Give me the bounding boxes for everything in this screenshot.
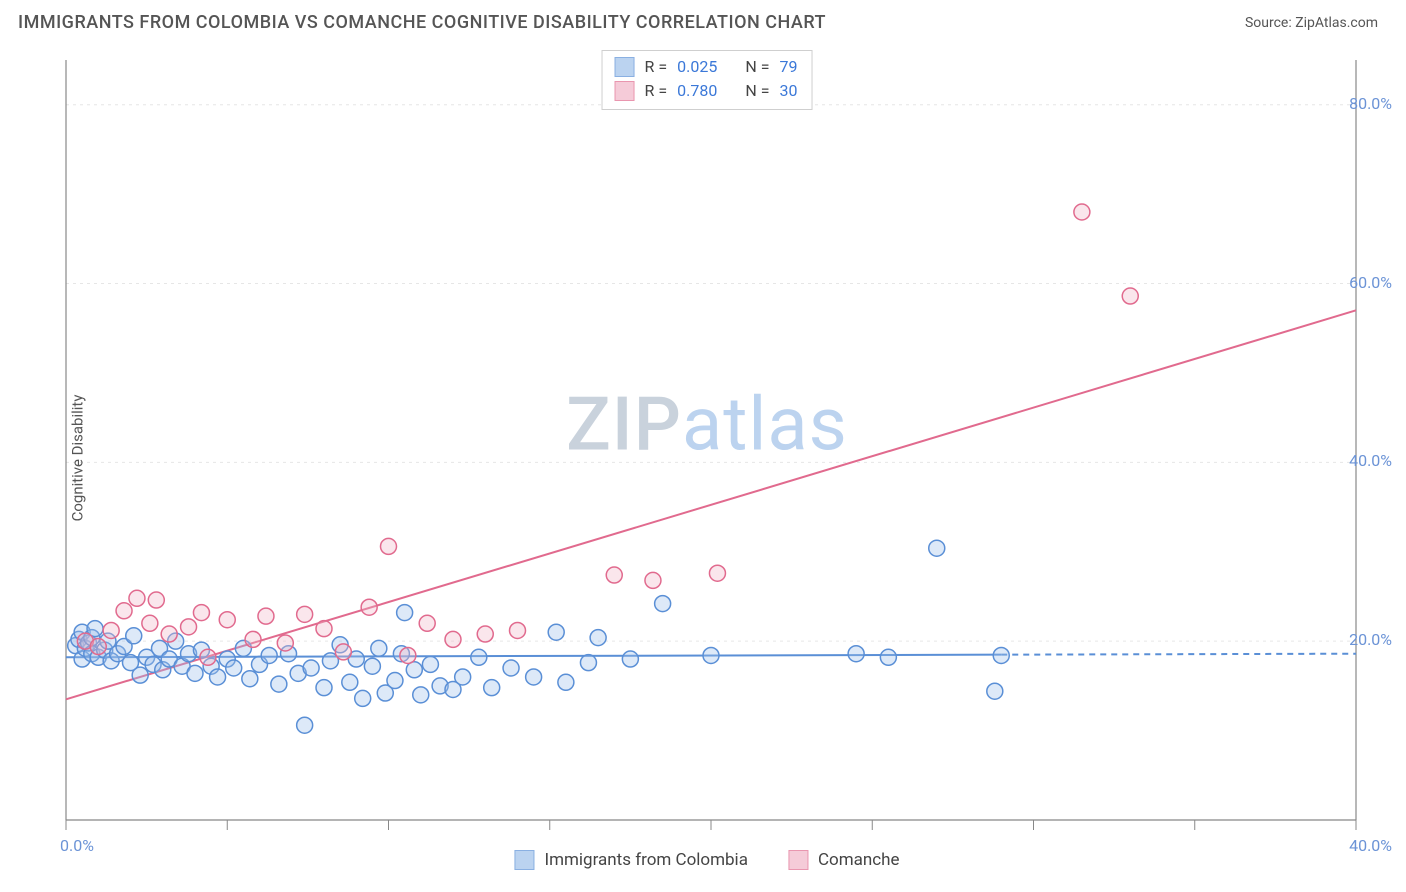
legend-item: Immigrants from Colombia bbox=[514, 850, 748, 870]
y-tick-label: 60.0% bbox=[1349, 273, 1392, 292]
r-label: R = bbox=[645, 55, 668, 79]
x-tick-label: 40.0% bbox=[1349, 836, 1392, 855]
legend-swatch bbox=[514, 850, 534, 870]
series-legend: Immigrants from Colombia Comanche bbox=[514, 850, 899, 870]
y-axis-label: Cognitive Disability bbox=[68, 395, 86, 522]
source-attribution: Source: ZipAtlas.com bbox=[1245, 15, 1378, 31]
source-label: Source: bbox=[1245, 15, 1295, 31]
legend-label: Immigrants from Colombia bbox=[544, 850, 748, 870]
stats-legend-row: R = 0.780 N = 30 bbox=[615, 79, 798, 103]
n-value: 30 bbox=[779, 79, 797, 103]
stats-legend-row: R = 0.025 N = 79 bbox=[615, 55, 798, 79]
n-label: N = bbox=[745, 55, 769, 79]
r-value: 0.780 bbox=[677, 79, 717, 103]
chart-container: Cognitive Disability ZIPatlas R =0.025N … bbox=[18, 44, 1396, 872]
y-tick-label: 40.0% bbox=[1349, 451, 1392, 470]
legend-label: Comanche bbox=[818, 850, 900, 870]
legend-swatch bbox=[615, 81, 635, 101]
x-tick-label: 0.0% bbox=[60, 836, 94, 855]
legend-item: Comanche bbox=[788, 850, 900, 870]
r-value: 0.025 bbox=[677, 55, 717, 79]
n-value: 79 bbox=[779, 55, 797, 79]
y-tick-label: 80.0% bbox=[1349, 94, 1392, 113]
legend-swatch bbox=[615, 57, 635, 77]
n-label: N = bbox=[745, 79, 769, 103]
stats-legend: R = 0.025 N = 79 R = 0.780 N = 30 bbox=[602, 50, 813, 110]
scatter-chart bbox=[18, 44, 1396, 872]
chart-title: IMMIGRANTS FROM COLOMBIA VS COMANCHE COG… bbox=[18, 12, 826, 33]
legend-swatch bbox=[788, 850, 808, 870]
source-link[interactable]: ZipAtlas.com bbox=[1295, 15, 1378, 31]
r-label: R = bbox=[645, 79, 668, 103]
y-tick-label: 20.0% bbox=[1349, 630, 1392, 649]
